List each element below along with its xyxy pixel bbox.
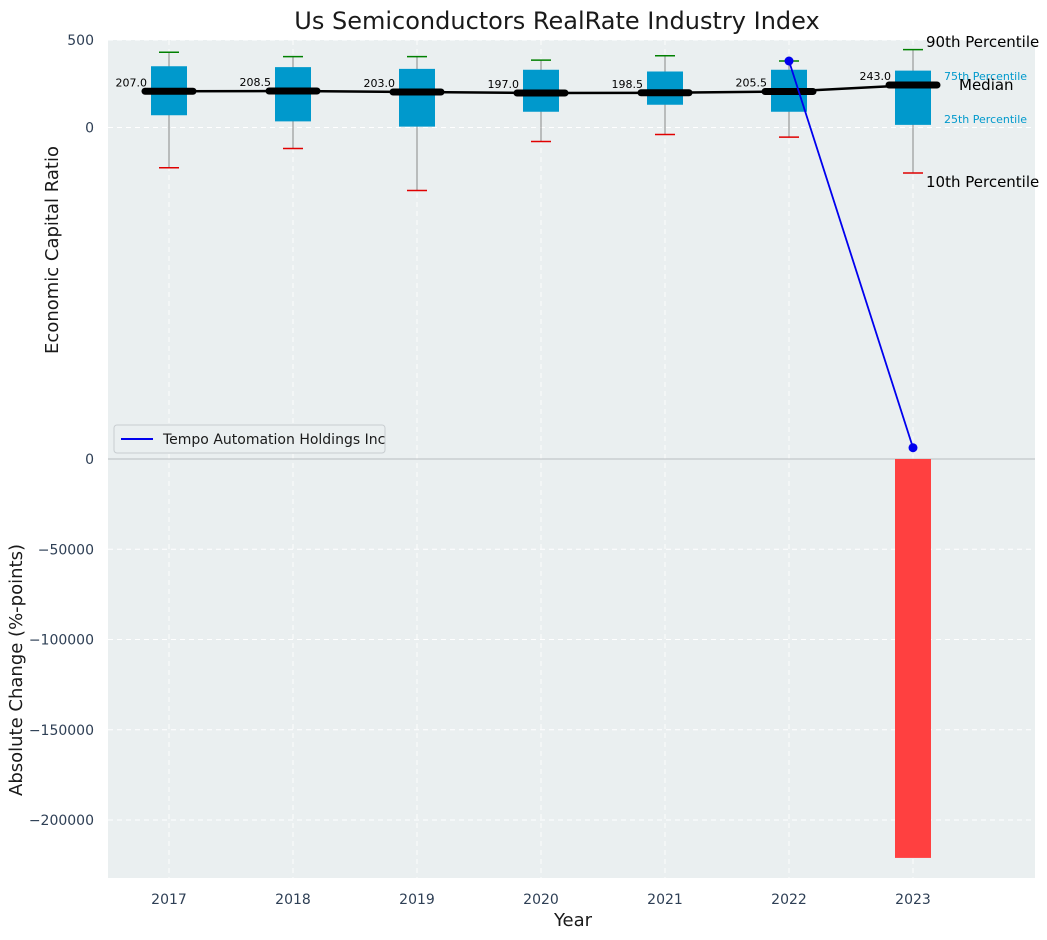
x-tick-2019: 2019 bbox=[399, 892, 435, 908]
top-y-axis-label: Economic Capital Ratio bbox=[42, 146, 63, 354]
top-y-tick: 0 bbox=[85, 121, 94, 137]
top-y-tick: 500 bbox=[67, 33, 94, 49]
change-bar-2023 bbox=[895, 459, 931, 858]
legend-label-company: Tempo Automation Holdings Inc bbox=[162, 432, 385, 448]
company-point-2022 bbox=[784, 56, 794, 66]
p10-annotation: 10th Percentile bbox=[926, 173, 1039, 191]
median-annotation: Median bbox=[959, 76, 1014, 94]
p75-annotation: 75th Percentile bbox=[944, 70, 1027, 83]
median-label-2021: 198.5 bbox=[612, 78, 644, 91]
x-axis-label: Year bbox=[553, 910, 593, 931]
median-label-2017: 207.0 bbox=[116, 76, 148, 89]
chart-title: Us Semiconductors RealRate Industry Inde… bbox=[294, 7, 819, 35]
x-tick-2022: 2022 bbox=[771, 892, 807, 908]
bottom-y-tick: −200000 bbox=[29, 813, 94, 829]
legend: Tempo Automation Holdings Inc bbox=[113, 424, 386, 454]
x-tick-2023: 2023 bbox=[895, 892, 931, 908]
bottom-y-tick: −150000 bbox=[29, 723, 94, 739]
p25-annotation: 25th Percentile bbox=[944, 113, 1027, 126]
company-series bbox=[784, 56, 918, 453]
x-tick-2021: 2021 bbox=[647, 892, 683, 908]
x-tick-2018: 2018 bbox=[275, 892, 311, 908]
box-2023 bbox=[895, 70, 931, 125]
median-label-2022: 205.5 bbox=[736, 77, 768, 90]
median-line bbox=[168, 83, 914, 95]
x-tick-2017: 2017 bbox=[151, 892, 187, 908]
bottom-y-axis-label: Absolute Change (%-points) bbox=[6, 544, 27, 796]
bottom-y-tick: −50000 bbox=[38, 542, 94, 558]
median-label-2020: 197.0 bbox=[488, 78, 520, 91]
median-label-2019: 203.0 bbox=[364, 77, 396, 90]
box-2021 bbox=[647, 71, 683, 105]
median-label-2023: 243.0 bbox=[860, 70, 892, 83]
median-trend-line bbox=[168, 83, 914, 95]
company-line bbox=[788, 60, 914, 449]
bottom-y-tick: 0 bbox=[85, 452, 94, 468]
axis-ticks: 2017 2018 2019 2020 2021 2022 2023 0 500 0 −50000 −… bbox=[29, 33, 931, 908]
company-point-2023 bbox=[908, 443, 918, 453]
bottom-y-tick: −100000 bbox=[29, 633, 94, 649]
legend-box bbox=[113, 424, 386, 454]
p90-annotation: 90th Percentile bbox=[926, 33, 1039, 51]
x-tick-2020: 2020 bbox=[523, 892, 559, 908]
bar-series bbox=[895, 459, 931, 858]
box-2019 bbox=[399, 68, 435, 127]
median-label-2018: 208.5 bbox=[240, 76, 272, 89]
